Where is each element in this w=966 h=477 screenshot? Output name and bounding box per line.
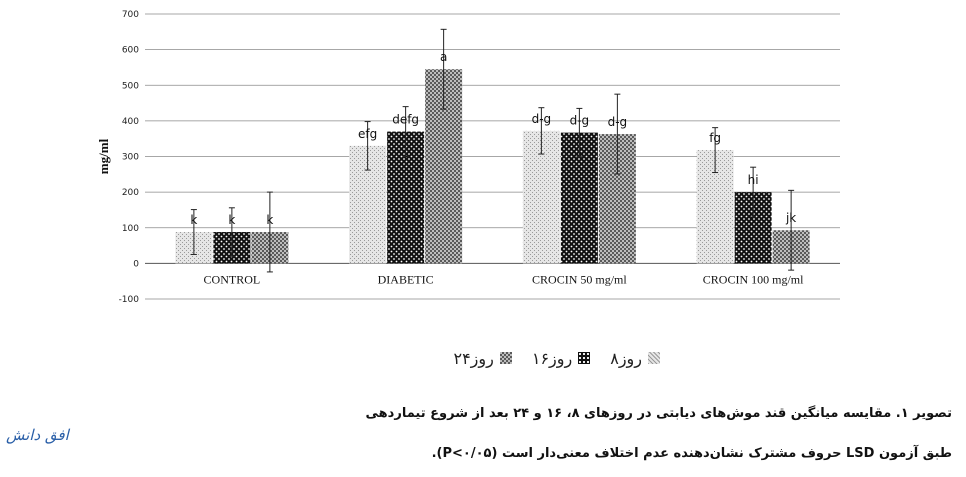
y-tick-label: 500: [122, 81, 139, 91]
y-tick-label: 0: [133, 259, 139, 269]
data-label: a: [440, 50, 447, 64]
data-label: d-g: [570, 114, 590, 128]
data-label: fg: [709, 131, 721, 145]
data-label: defg: [392, 113, 419, 127]
legend-item-day16: روز۱۶: [531, 348, 591, 368]
figure-caption-line1: تصویر ۱. مقایسه میانگین قند موش‌های دیاب…: [365, 406, 952, 421]
y-tick-label: 100: [122, 224, 139, 234]
y-tick-label: 200: [122, 188, 139, 198]
y-tick-label: 400: [122, 117, 139, 127]
figure-caption-line2: طبق آزمون LSD حروف مشترک نشان‌دهنده عدم …: [431, 446, 952, 461]
data-label: jk: [785, 211, 796, 225]
y-axis-label: mg/ml: [96, 138, 111, 174]
bars: [175, 28, 810, 273]
y-tick-label: -100: [119, 295, 140, 305]
data-label: hi: [748, 173, 759, 187]
data-label: d-g: [532, 112, 552, 126]
data-label: efg: [358, 127, 377, 141]
journal-logo: افق دانش: [6, 426, 69, 444]
data-label: k: [266, 213, 273, 227]
category-label: DIABETIC: [378, 272, 434, 286]
x-axis: CONTROL DIABETIC CROCIN 50 mg/ml CROCIN 100…: [204, 272, 805, 286]
grid: [145, 13, 840, 300]
legend-label-day16: روز۱۶: [531, 348, 573, 368]
legend-label-day24: روز۲۴: [453, 348, 494, 368]
legend-item-day8: روز۸: [610, 349, 660, 368]
data-labels: k k k efg defg a d-g d-g d-g fg hi jk: [190, 50, 796, 227]
bar-chart: -100 0 100 200 300 400 500 600 700 k k k efg defg a d-…: [96, 10, 840, 305]
data-label: d-g: [608, 115, 628, 129]
legend-item-day24: روز۲۴: [453, 348, 512, 368]
legend-swatch-day8: [648, 352, 660, 364]
category-label: CROCIN 100 mg/ml: [703, 272, 804, 286]
legend-label-day8: روز۸: [610, 348, 642, 368]
data-label: k: [190, 213, 197, 227]
y-tick-label: 300: [122, 153, 139, 163]
legend-swatch-day24: [499, 352, 512, 364]
legend-swatch-day16: [578, 352, 591, 364]
y-tick-label: 600: [122, 46, 139, 56]
category-label: CROCIN 50 mg/ml: [532, 272, 627, 286]
y-tick-label: 700: [122, 10, 139, 20]
category-label: CONTROL: [204, 272, 261, 286]
legend: روز۸ روز۱۶ روز۲۴: [330, 344, 660, 372]
data-label: k: [228, 213, 235, 227]
